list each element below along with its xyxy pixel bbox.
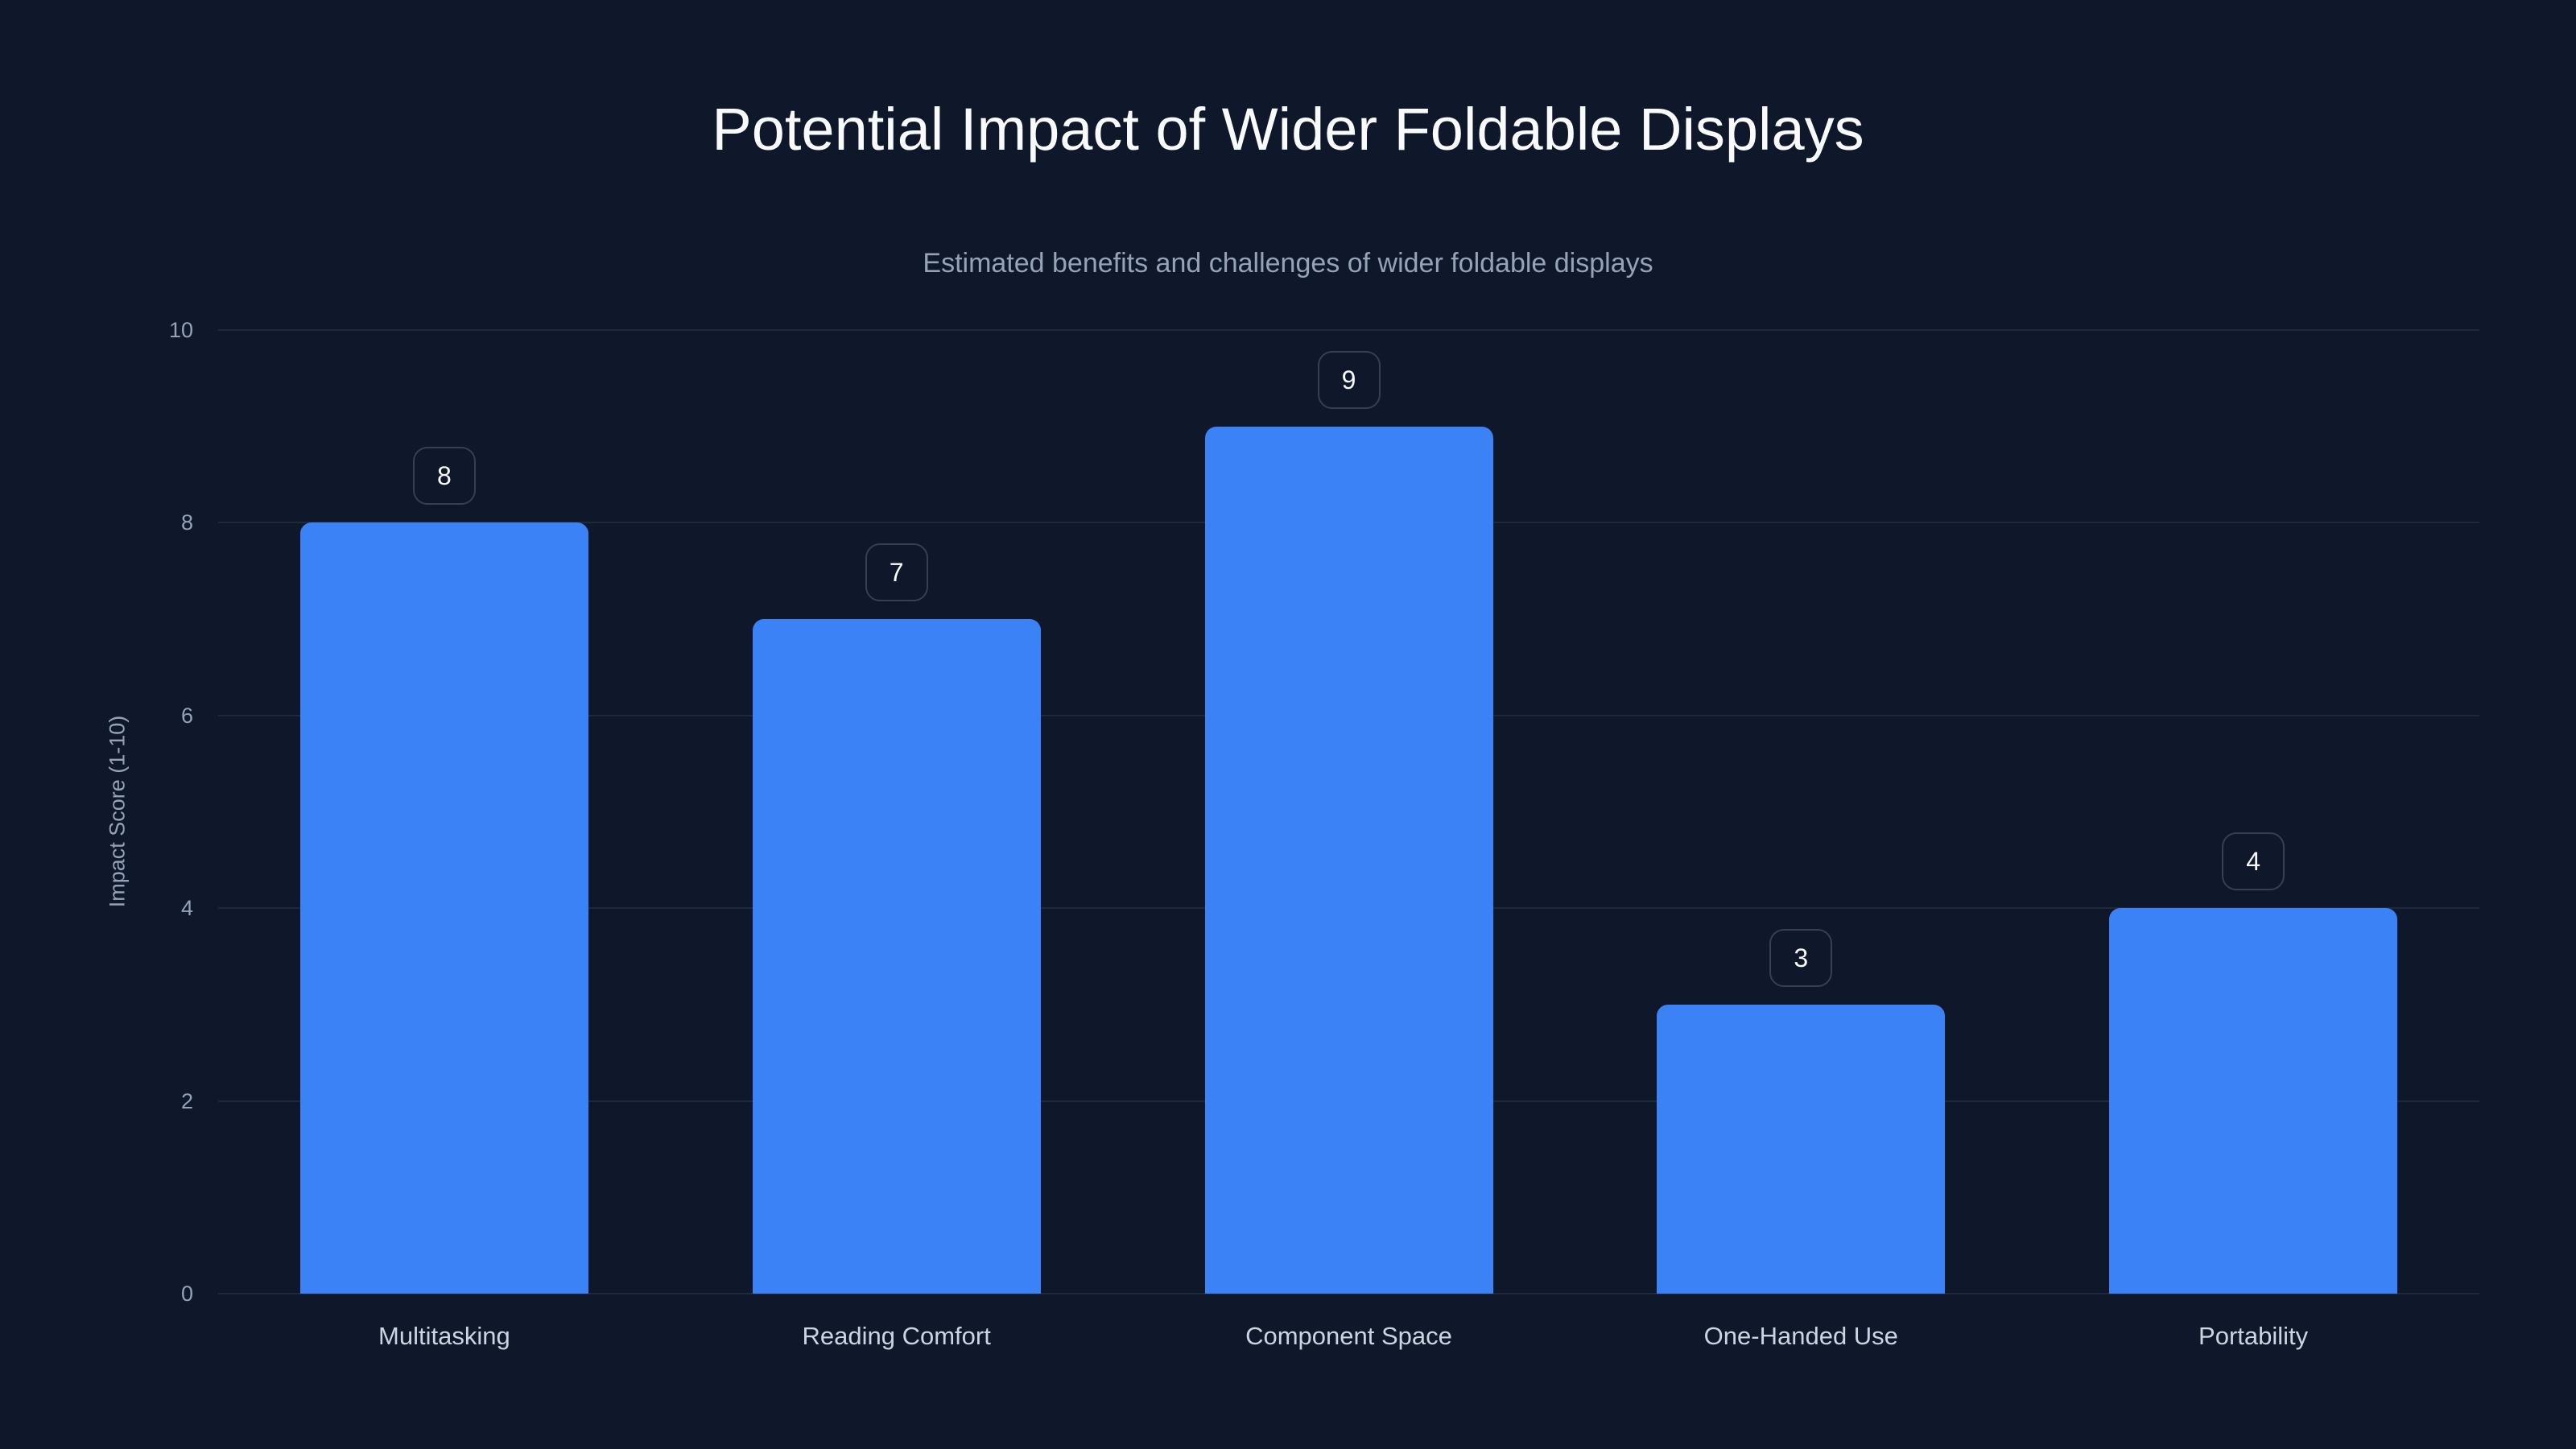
value-label-badge: 4: [2222, 832, 2285, 891]
chart-title: Potential Impact of Wider Foldable Displ…: [712, 96, 1864, 163]
value-label-badge: 3: [1769, 928, 1833, 987]
y-tick-label: 0: [180, 1282, 193, 1306]
gridline: [218, 329, 2479, 331]
y-axis-label: Impact Score (1-10): [105, 715, 130, 908]
y-tick-label: 10: [168, 318, 193, 342]
value-label-badge: 8: [412, 447, 476, 506]
plot-area: 8 7 9 3 4: [218, 329, 2479, 1294]
bar-reading-comfort[interactable]: [752, 619, 1041, 1294]
x-tick-label: Multitasking: [378, 1322, 510, 1350]
y-tick-label: 2: [180, 1088, 193, 1113]
bar-portability[interactable]: [2109, 908, 2398, 1294]
y-tick-label: 8: [180, 510, 193, 535]
y-tick-label: 4: [180, 896, 193, 921]
chart-subtitle: Estimated benefits and challenges of wid…: [923, 248, 1653, 279]
x-tick-label: Component Space: [1245, 1322, 1452, 1350]
x-tick-label: One-Handed Use: [1703, 1322, 1898, 1350]
x-tick-label: Portability: [2198, 1322, 2309, 1350]
bar-one-handed-use[interactable]: [1657, 1004, 1946, 1294]
x-tick-label: Reading Comfort: [802, 1322, 991, 1350]
gridline: [218, 1293, 2479, 1294]
value-label-badge: 7: [865, 543, 928, 602]
bar-multitasking[interactable]: [299, 522, 588, 1294]
bar-component-space[interactable]: [1204, 426, 1493, 1294]
value-label-badge: 9: [1317, 350, 1381, 409]
y-tick-label: 6: [180, 703, 193, 728]
